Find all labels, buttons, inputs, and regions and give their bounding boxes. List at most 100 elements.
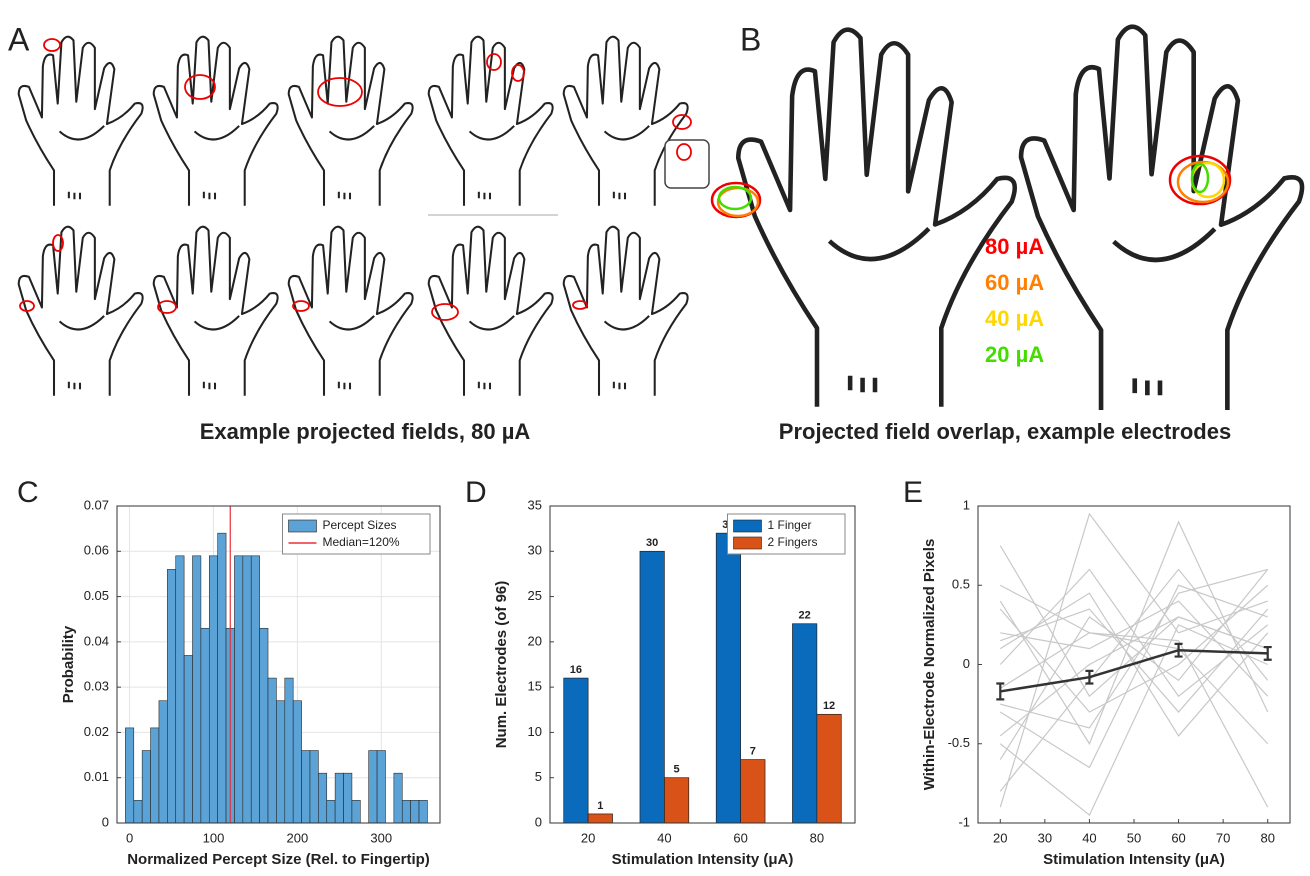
y-tick-label: 0.02 <box>84 724 109 739</box>
x-tick-label: 60 <box>1171 830 1185 845</box>
histogram-bar <box>200 627 210 824</box>
field <box>52 234 64 252</box>
y-axis-label: Num. Electrodes (of 96) <box>493 581 510 749</box>
electrode-line <box>999 568 1269 792</box>
x-axis-label: Stimulation Intensity (μA) <box>1043 851 1225 868</box>
panel-label: B <box>740 21 761 57</box>
x-tick-label: 70 <box>1216 830 1230 845</box>
x-tick-label: 20 <box>993 830 1007 845</box>
y-tick-label: 5 <box>535 769 542 784</box>
histogram-bar <box>259 627 269 824</box>
field <box>486 53 502 71</box>
histogram-bar <box>242 555 252 824</box>
x-tick-label: 0 <box>126 830 133 845</box>
y-tick-label: 10 <box>528 724 542 739</box>
legend-entry: 40 µA <box>985 306 1044 331</box>
histogram-bar <box>301 750 311 824</box>
histogram-bar <box>234 555 244 824</box>
y-tick-label: 15 <box>528 679 542 694</box>
histogram-bar <box>133 800 143 824</box>
histogram-bar <box>351 800 361 824</box>
histogram-bar <box>410 800 420 824</box>
error-bar <box>1263 645 1272 661</box>
axes-box <box>977 505 1291 824</box>
field <box>511 64 525 82</box>
axes-box <box>549 505 856 824</box>
field <box>292 300 310 312</box>
value-label: 22 <box>799 610 811 622</box>
field <box>43 38 61 52</box>
histogram-bar <box>267 677 277 824</box>
y-tick-label: 25 <box>528 588 542 603</box>
x-tick-label: 40 <box>657 830 671 845</box>
y-tick-label: -1 <box>958 814 970 829</box>
hand <box>17 35 144 207</box>
hand <box>427 225 554 397</box>
y-tick-label: 20 <box>528 633 542 648</box>
value-label: 5 <box>674 764 680 776</box>
y-axis-label: Probability <box>60 625 77 703</box>
histogram-bar <box>309 750 319 824</box>
caption: Projected field overlap, example electro… <box>779 419 1231 444</box>
axes-box <box>116 505 441 824</box>
electrode-line <box>1000 608 1269 713</box>
field <box>1176 160 1230 204</box>
value-label: 30 <box>646 537 658 549</box>
y-tick-label: 0 <box>963 656 970 671</box>
legend-entry: 60 µA <box>985 270 1044 295</box>
hand <box>1021 27 1302 410</box>
panel-label: D <box>465 476 487 509</box>
histogram-bar <box>318 772 328 824</box>
hand <box>427 35 554 207</box>
field <box>676 143 692 161</box>
panel-b: B 80 µA 60 µA 40 µA 20 µA Projected field o… <box>710 21 1302 444</box>
y-tick-label: 0 <box>535 814 542 829</box>
histogram-bar <box>292 700 302 824</box>
legend-entry: 20 µA <box>985 342 1044 367</box>
mean-line <box>1000 648 1268 693</box>
bar <box>664 777 690 824</box>
bar <box>792 623 818 824</box>
charts: C00.010.020.030.040.050.060.070 100 200 300… <box>17 476 1291 868</box>
histogram-bar <box>125 727 135 824</box>
histogram-bar <box>150 727 160 824</box>
field <box>1168 154 1232 206</box>
x-tick-label: 40 <box>1082 830 1096 845</box>
error-bar <box>1085 669 1094 685</box>
caption: Example projected fields, 80 µA <box>200 419 531 444</box>
y-tick-label: 0.07 <box>84 497 109 512</box>
hand <box>287 225 414 397</box>
y-tick-label: 30 <box>528 543 542 558</box>
y-tick-label: 35 <box>528 497 542 512</box>
legend-swatch <box>733 519 762 533</box>
x-axis-label: Normalized Percept Size (Rel. to Fingert… <box>127 851 430 868</box>
y-tick-label: 0.05 <box>84 588 109 603</box>
x-tick-label: 50 <box>1127 830 1141 845</box>
histogram-bar <box>183 655 193 824</box>
hand <box>152 35 279 207</box>
legend-entry: 80 µA <box>985 234 1044 259</box>
error-bar <box>1174 642 1183 658</box>
histogram-bar <box>276 700 286 824</box>
bar <box>816 713 842 824</box>
histogram-bar <box>418 800 428 824</box>
bar <box>563 677 589 824</box>
histogram-bar <box>141 750 151 824</box>
panel-a: A Example projected fields, 80 µA <box>8 21 710 444</box>
histogram-bar <box>376 750 386 824</box>
x-tick-label: 80 <box>810 830 824 845</box>
y-tick-label: 0.5 <box>952 577 970 592</box>
legend-label: 2 Fingers <box>768 535 818 549</box>
electrode-line <box>999 624 1268 817</box>
histogram-bar <box>284 677 294 824</box>
inset <box>664 139 710 189</box>
panel-label: C <box>17 476 39 509</box>
field <box>431 303 459 321</box>
histogram-bar <box>326 800 336 824</box>
histogram-bar <box>368 750 378 824</box>
x-tick-label: 100 <box>203 830 225 845</box>
y-tick-label: 1 <box>963 497 970 512</box>
histogram-bar <box>217 532 227 824</box>
y-tick-label: 0.06 <box>84 543 109 558</box>
